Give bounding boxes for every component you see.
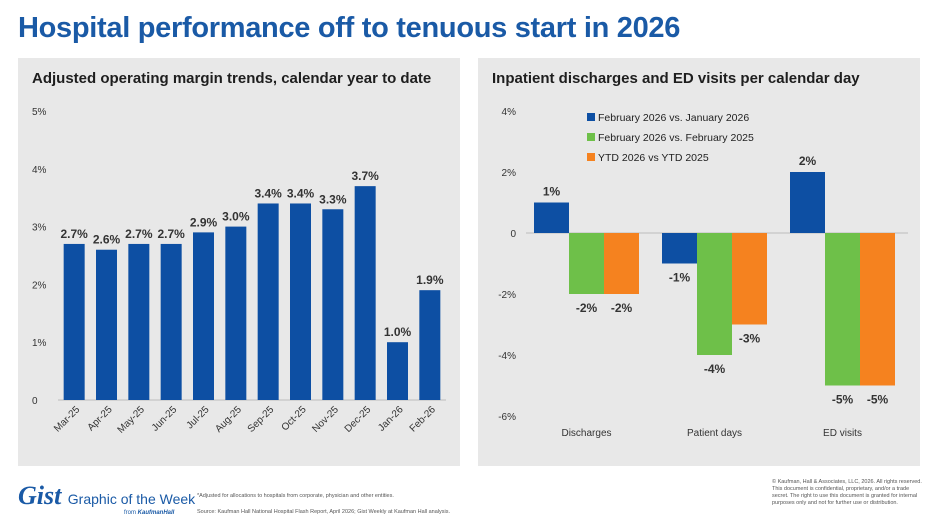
y-tick-label: 2% [32, 280, 47, 291]
legend-swatch [587, 153, 595, 161]
volume-data-label: -5% [867, 393, 889, 407]
margin-bar [160, 243, 182, 400]
x-category-label: Discharges [561, 428, 611, 439]
margin-bar [419, 290, 441, 400]
margin-data-label: 3.4% [287, 186, 315, 200]
margin-data-label: 1.9% [416, 273, 444, 287]
volume-data-label: -4% [704, 362, 726, 376]
x-tick-label: Nov-25 [310, 404, 341, 435]
x-category-label: ED visits [823, 428, 862, 439]
volume-data-label: -3% [739, 332, 761, 346]
volume-data-label: -5% [832, 393, 854, 407]
margin-bar [193, 232, 214, 400]
volume-chart-title: Inpatient discharges and ED visits per c… [492, 70, 860, 87]
margin-bar [322, 209, 344, 400]
volume-bar [662, 233, 697, 264]
x-tick-label: Mar-25 [52, 404, 82, 434]
margin-data-label: 2.9% [190, 215, 218, 229]
y-tick-label: 2% [502, 168, 517, 179]
y-tick-label: -4% [498, 351, 516, 362]
volume-bar [604, 233, 639, 294]
footnote: *Adjusted for allocations to hospitals f… [197, 493, 394, 499]
margin-data-label: 3.0% [222, 210, 250, 224]
from-text: from [124, 510, 136, 516]
gist-logo: Gist Graphic of the Week [18, 481, 195, 511]
volume-bar [790, 172, 825, 233]
x-tick-label: Jan-26 [376, 404, 406, 434]
volume-chart: 4% 2% 0 -2% -4% -6% 1% -2% -2% Discharges -1% -4% -3… [498, 107, 908, 439]
volume-chart-panel: Inpatient discharges and ED visits per c… [478, 58, 920, 466]
margin-bar [387, 342, 408, 400]
kaufmanhall-brand: KaufmanHall [137, 510, 175, 516]
legend-label: February 2026 vs. January 2026 [598, 112, 749, 124]
x-tick-label: Dec-25 [343, 404, 374, 435]
margin-chart-title: Adjusted operating margin trends, calend… [32, 70, 432, 87]
margin-bar [354, 186, 376, 400]
margin-data-label: 1.0% [384, 325, 412, 339]
volume-bar [569, 233, 604, 294]
margin-bar [290, 203, 311, 400]
volume-data-label: 2% [799, 154, 817, 168]
margin-data-label: 2.7% [60, 227, 88, 241]
margin-data-label: 3.7% [351, 169, 379, 183]
margin-data-label: 2.7% [157, 227, 185, 241]
y-tick-label: 0 [510, 229, 516, 240]
margin-bar [257, 203, 279, 400]
x-tick-label: Apr-25 [86, 404, 115, 433]
copyright-notice: © Kaufman, Hall & Associates, LLC, 2026.… [772, 479, 922, 506]
x-tick-label: May-25 [116, 404, 148, 436]
volume-bar [534, 202, 569, 233]
margin-bar [63, 243, 85, 400]
y-tick-label: 4% [502, 107, 517, 118]
x-category-label: Patient days [687, 428, 742, 439]
y-tick-label: 4% [32, 165, 47, 176]
legend-swatch [587, 113, 595, 121]
gist-wordmark: Gist [18, 481, 62, 510]
volume-bar [860, 233, 895, 386]
y-tick-label: 3% [32, 223, 47, 234]
legend-label: February 2026 vs. February 2025 [598, 132, 754, 144]
volume-bar [732, 233, 767, 325]
x-tick-label: Aug-25 [213, 404, 244, 435]
x-tick-label: Feb-26 [408, 404, 438, 434]
margin-bar [225, 226, 247, 400]
y-tick-label: 1% [32, 338, 47, 349]
margin-data-label: 2.6% [93, 233, 121, 247]
y-tick-label: 5% [32, 107, 47, 118]
margin-chart-panel: Adjusted operating margin trends, calend… [18, 58, 460, 466]
graphic-of-the-week-tagline: Graphic of the Week [67, 491, 196, 507]
margin-bar [96, 249, 117, 400]
y-tick-label: 0 [32, 396, 38, 407]
volume-data-label: -2% [576, 301, 598, 315]
from-kaufmanhall: from KaufmanHall [124, 510, 174, 516]
source-note: Source: Kaufman Hall National Hospital F… [197, 509, 451, 515]
margin-data-label: 2.7% [125, 227, 153, 241]
x-tick-label: Jul-25 [185, 404, 212, 431]
legend-swatch [587, 133, 595, 141]
legend-label: YTD 2026 vs YTD 2025 [598, 152, 709, 164]
margin-chart: 0 1% 2% 3% 4% 5% 2.7% Mar-25 2.6% Apr-25 2.7% May-2… [32, 107, 446, 436]
margin-bar [128, 243, 150, 400]
volume-bar [697, 233, 732, 355]
margin-data-label: 3.4% [254, 186, 282, 200]
volume-data-label: 1% [543, 185, 561, 199]
volume-data-label: -1% [669, 271, 691, 285]
x-tick-label: Oct-25 [280, 404, 309, 433]
volume-bar [825, 233, 860, 386]
y-tick-label: -2% [498, 290, 516, 301]
x-tick-label: Jun-25 [150, 404, 180, 434]
x-tick-label: Sep-25 [246, 404, 277, 435]
y-tick-label: -6% [498, 412, 516, 423]
page-title: Hospital performance off to tenuous star… [18, 12, 681, 44]
margin-data-label: 3.3% [319, 192, 347, 206]
volume-data-label: -2% [611, 301, 633, 315]
